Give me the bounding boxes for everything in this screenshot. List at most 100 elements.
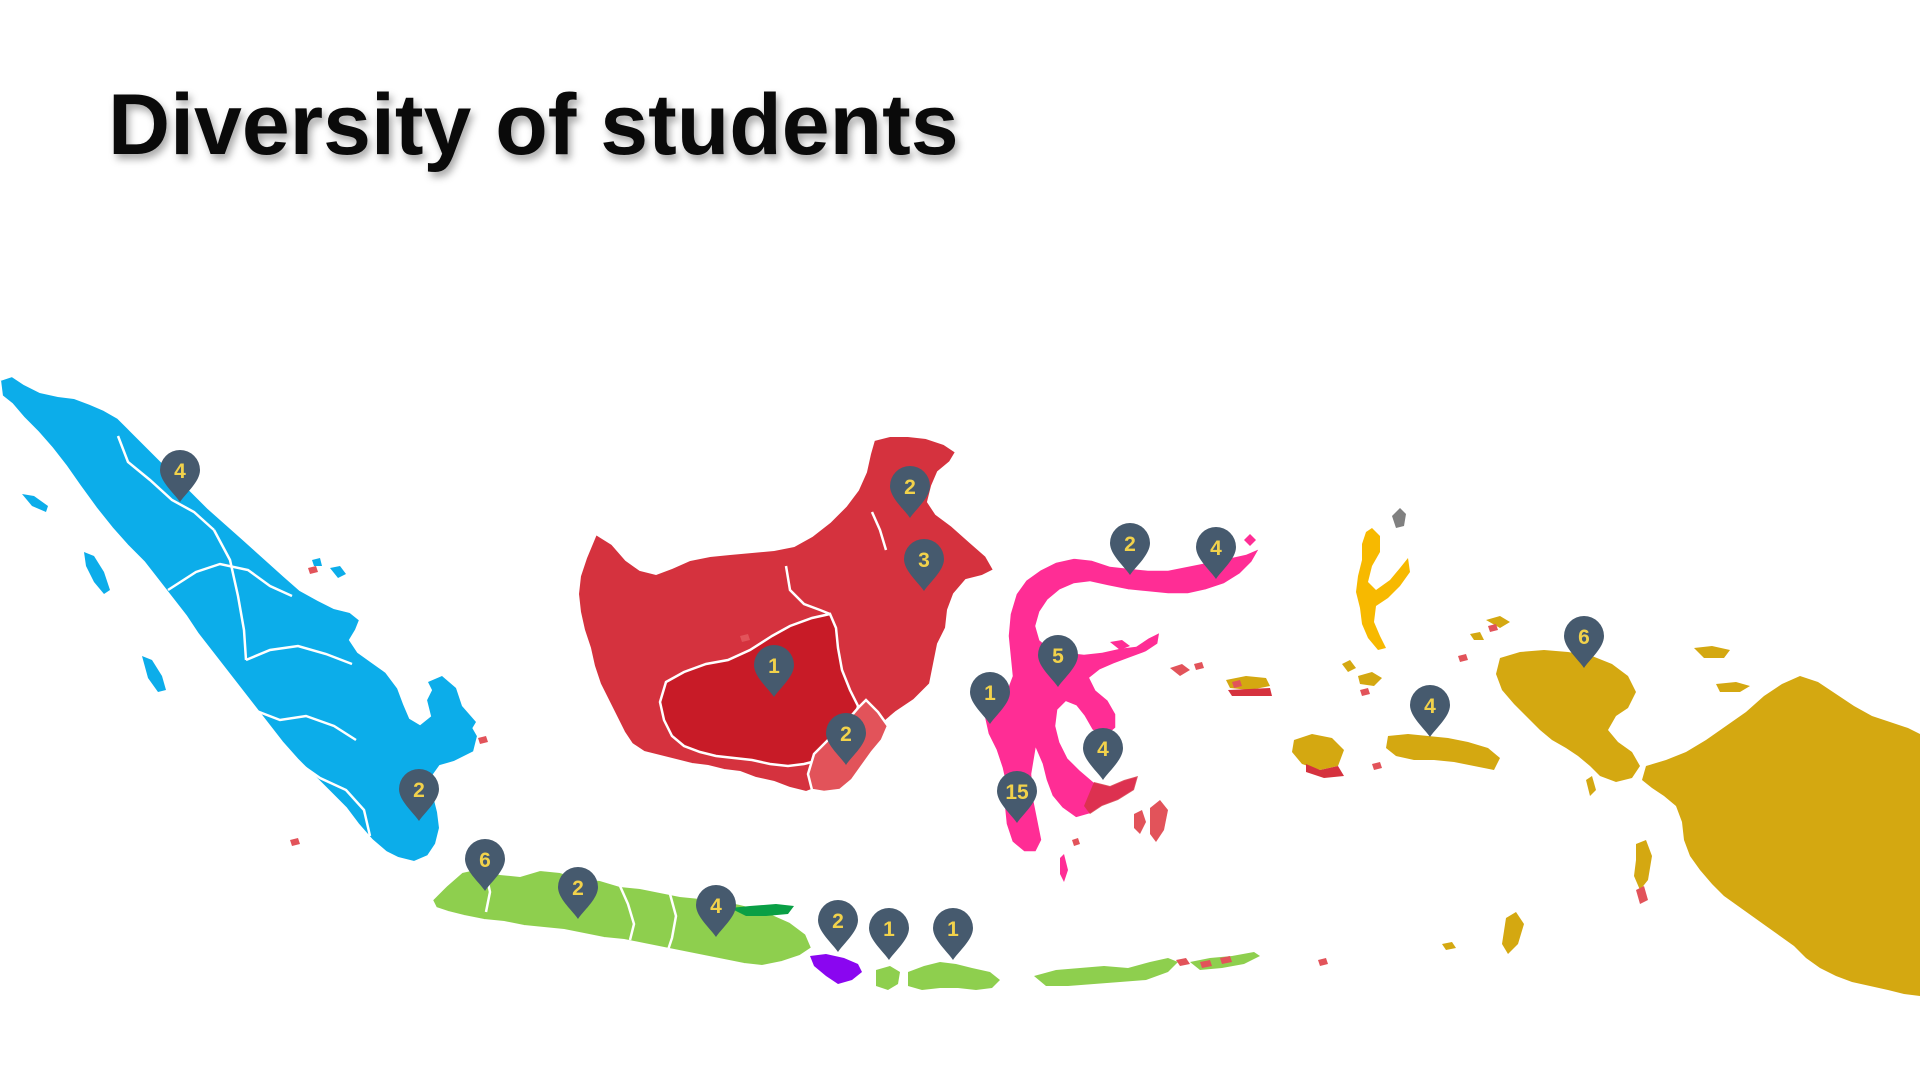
siberut-island [142,656,166,692]
marker-count: 6 [479,849,491,872]
marker-count: 1 [768,655,780,678]
map-pin-icon [160,450,200,502]
west-papua [1496,650,1640,782]
banggai-islands [1170,662,1204,676]
marker-pin-sumbawa[interactable]: 1 [933,908,973,960]
marker-pin-maluku[interactable]: 4 [1410,685,1450,737]
marker-pin-north-sulawesi[interactable]: 4 [1196,527,1236,579]
java-border-2 [618,885,636,941]
islet [308,566,318,574]
togean-islands [1110,640,1130,650]
sumatra-border-5 [299,762,372,837]
map-pin-icon [1110,523,1150,575]
islet [1458,654,1468,662]
marker-pin-west-nusa-tenggara[interactable]: 1 [869,908,909,960]
map-pin-icon [696,885,736,937]
tanimbar-islands [1634,840,1652,890]
flores-island [1034,958,1178,986]
map-pin-icon [818,900,858,952]
papua-mainland [1642,676,1920,996]
marker-pin-central-sulawesi[interactable]: 5 [1038,635,1078,687]
marker-pin-west-java[interactable]: 6 [465,839,505,891]
marker-pin-central-kalimantan[interactable]: 1 [754,645,794,697]
marker-count: 4 [710,895,722,918]
biak-island [1694,646,1730,658]
islet [1360,688,1370,696]
marker-pin-west-sulawesi[interactable]: 1 [970,672,1010,724]
sumatra-border-2 [167,562,293,598]
obi-island [1358,672,1382,686]
bangka-island [428,676,476,732]
marker-count: 1 [984,682,996,705]
sumatra-border-6 [212,529,248,661]
marker-count: 5 [1052,645,1064,668]
kalimantan-border-east [784,565,831,616]
marker-pin-east-kalimantan[interactable]: 3 [904,539,944,591]
marker-count: 4 [174,460,186,483]
java-island [430,866,814,968]
map-pin-icon [1083,728,1123,780]
marker-pin-south-kalimantan[interactable]: 2 [826,713,866,765]
halmahera-island [1356,528,1410,650]
marker-pin-lampung[interactable]: 2 [399,769,439,821]
raja-ampat-islands [1470,616,1510,640]
marker-pin-gorontalo[interactable]: 2 [1110,523,1150,575]
map-pin-icon [904,539,944,591]
buton-island [1150,800,1168,842]
marker-pin-north-kalimantan[interactable]: 2 [890,466,930,518]
seram-island [1386,734,1500,770]
marker-count: 2 [832,910,844,933]
banda-islands [1636,886,1648,904]
simeulue-island [22,494,48,512]
map-pin-icon [826,713,866,765]
sula-shadow [1228,688,1272,696]
nias-island [84,552,110,594]
kai-islands [1586,776,1596,796]
lombok-island [876,966,900,990]
map-pin-icon [869,908,909,960]
region-bali[interactable] [810,954,862,984]
bali-island [810,954,862,984]
map-pin-icon [1564,616,1604,668]
map-pin-icon [1038,635,1078,687]
sumatra-island [0,374,480,864]
marker-pin-southeast-sulawesi[interactable]: 4 [1083,728,1123,780]
marker-pin-north-sumatra[interactable]: 4 [160,450,200,502]
region-kalimantan[interactable] [576,435,996,794]
region-java[interactable] [430,866,1260,990]
riau-islands [312,558,346,578]
marker-pin-south-sulawesi[interactable]: 15 [997,771,1037,823]
marker-pin-central-java[interactable]: 2 [558,867,598,919]
marker-pin-west-papua[interactable]: 6 [1564,616,1604,668]
marker-pin-bali[interactable]: 2 [818,900,858,952]
sumba-island [1176,958,1190,966]
marker-count: 2 [1124,533,1136,556]
map-pin-icon [997,771,1037,823]
marker-count: 4 [1210,537,1222,560]
kalimantan-border-north [870,511,888,551]
region-sumatra[interactable] [0,374,488,864]
region-sulawesi[interactable] [983,534,1262,882]
papua-islets-red [1488,624,1498,632]
bacan-island [1342,660,1356,672]
islet [1372,762,1382,770]
marker-count: 3 [918,549,930,572]
map-pin-icon [1410,685,1450,737]
region-maluku[interactable] [1226,508,1652,954]
islet [740,634,750,642]
morotai-island [1392,508,1406,528]
region-papua[interactable] [1470,616,1920,996]
sumatra-border-3 [245,644,353,666]
marker-count: 15 [1005,781,1029,804]
madura-island [730,904,794,916]
marker-count: 6 [1578,626,1590,649]
marker-count: 2 [413,779,425,802]
marker-count: 1 [883,918,895,941]
sangihe-islands [1244,534,1256,546]
map-pin-icon [754,645,794,697]
map-pin-icon [1196,527,1236,579]
marker-pin-east-java[interactable]: 4 [696,885,736,937]
marker-count: 2 [572,877,584,900]
